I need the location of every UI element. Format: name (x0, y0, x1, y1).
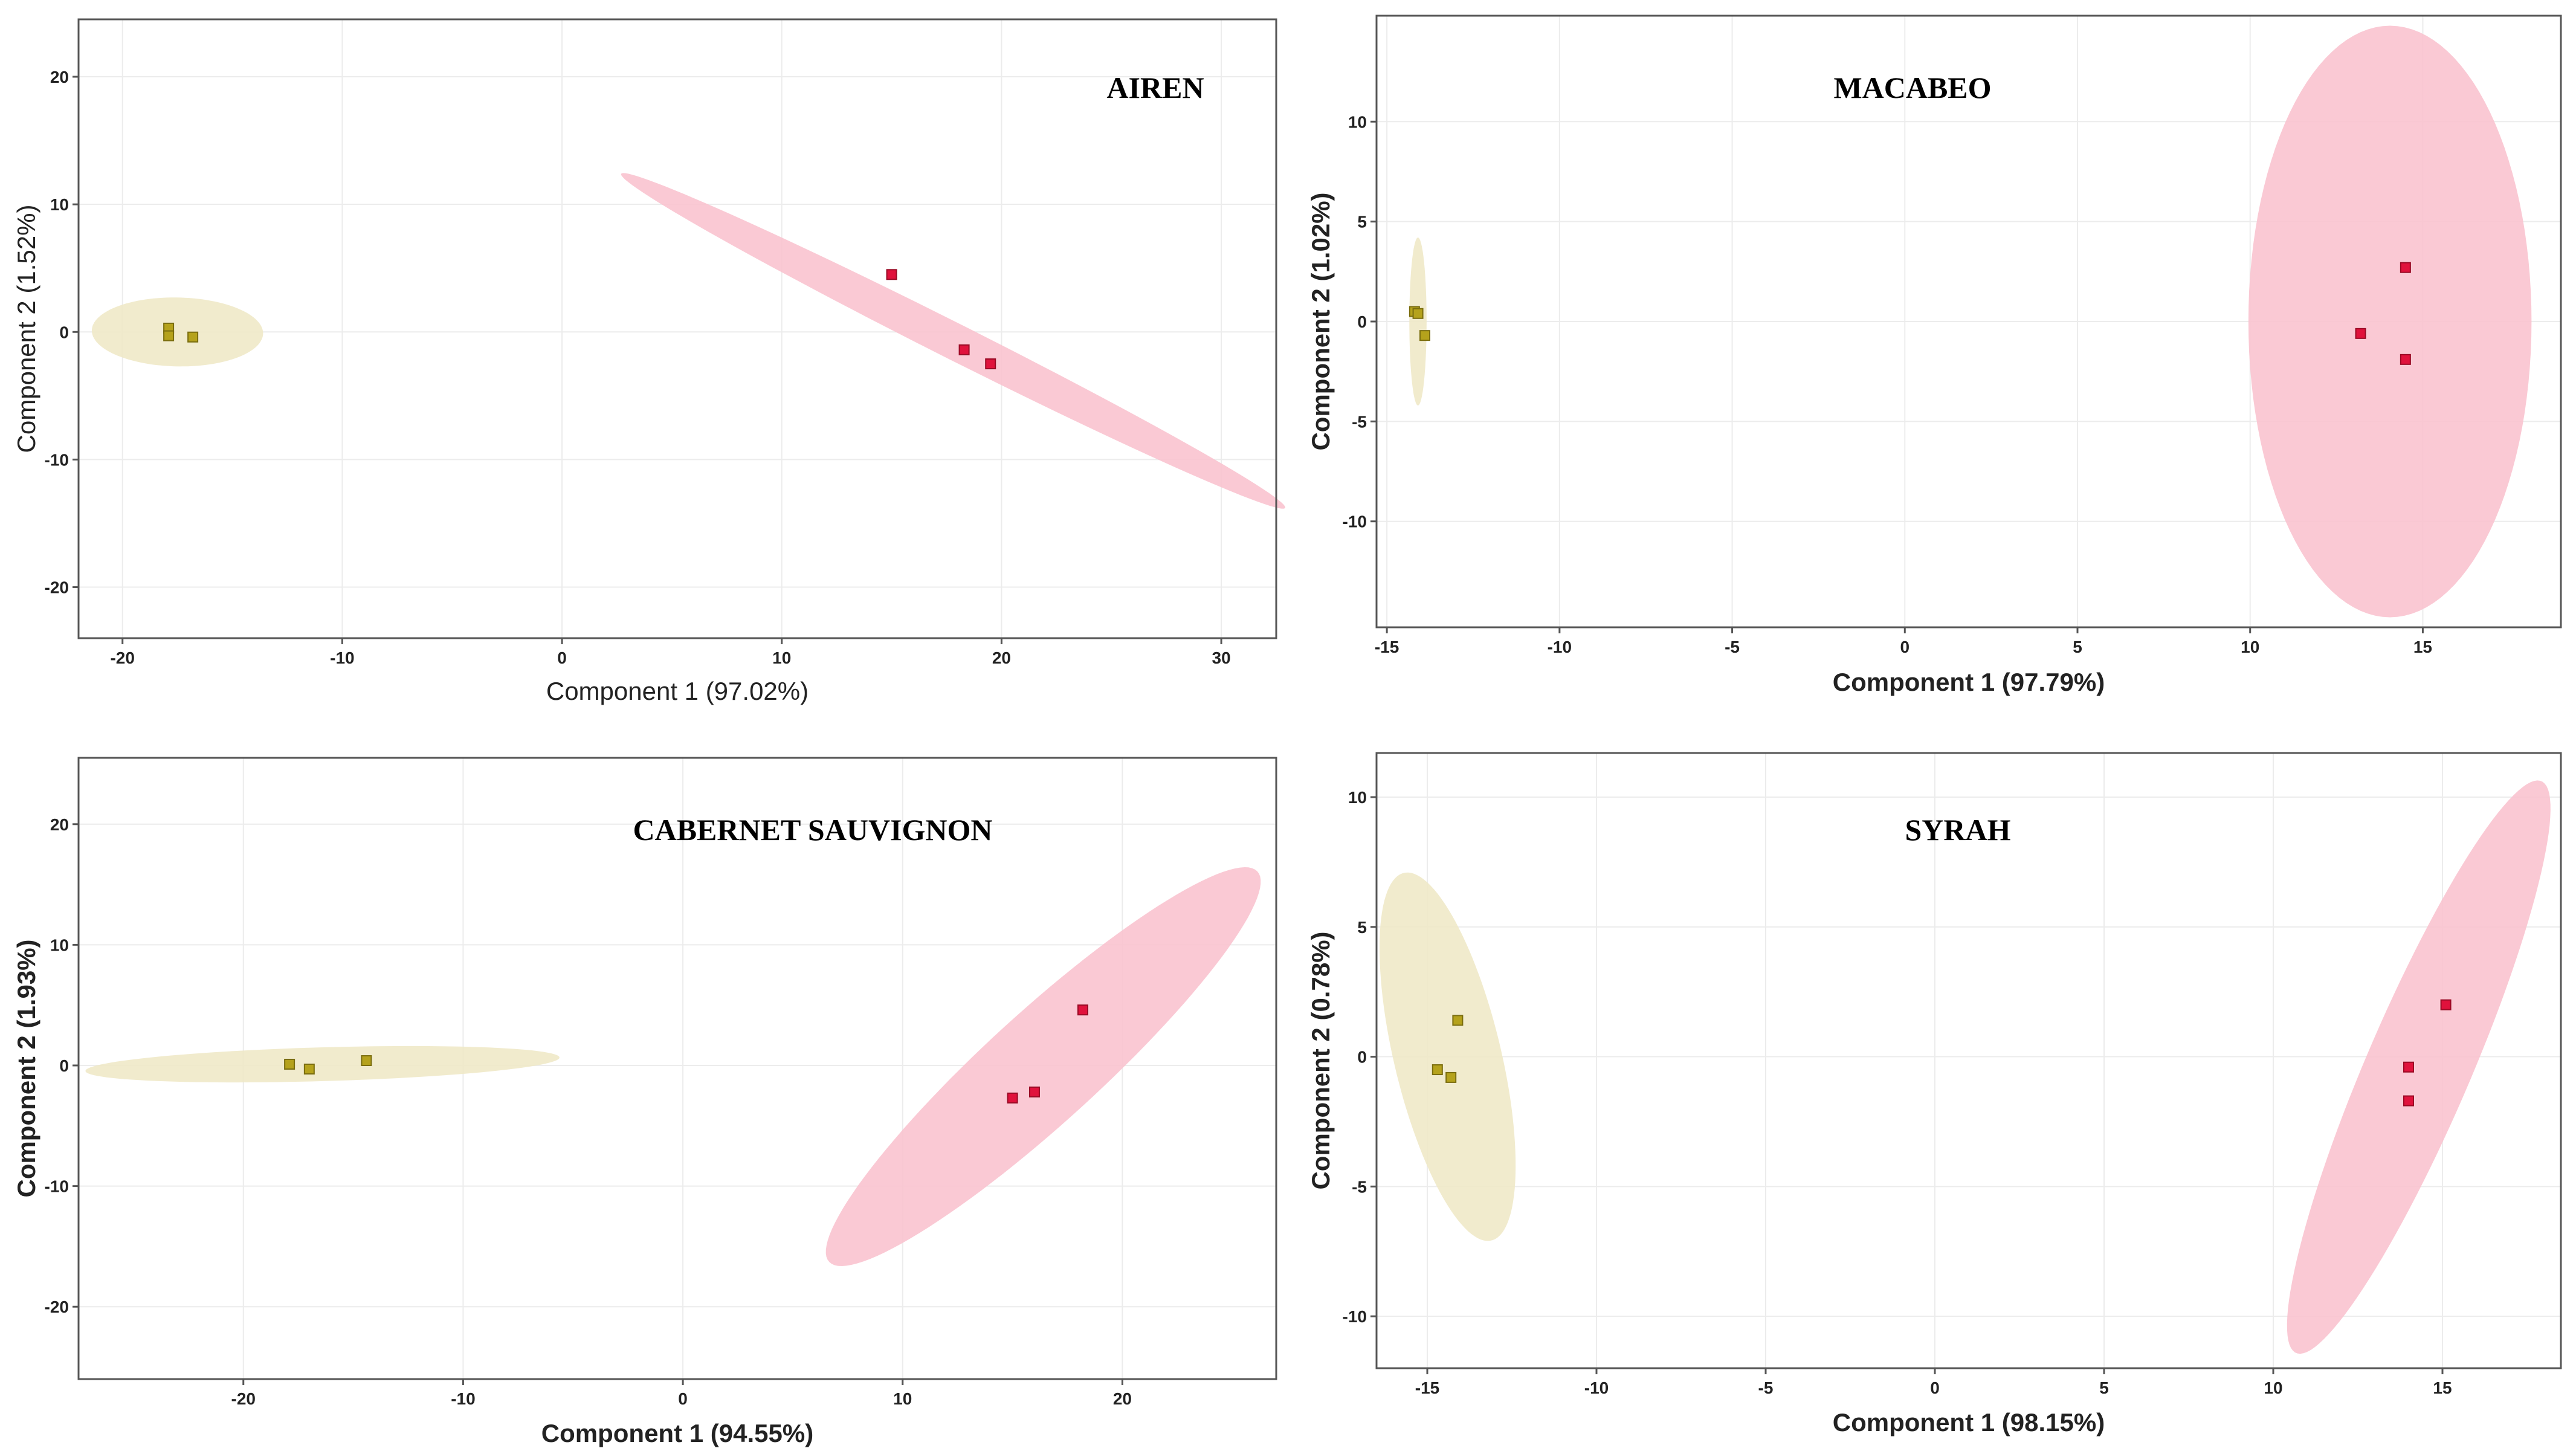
panel-syrah-xlabel: Component 1 (98.15%) (1833, 1408, 2105, 1436)
panel-macabeo-x-tick-label: -15 (1375, 638, 1399, 656)
panel-syrah-x-tick-label: 0 (1930, 1378, 1940, 1397)
panel-syrah-x-tick-label: 15 (2433, 1378, 2452, 1397)
panel-syrah-group-b-confidence-ellipse (2287, 780, 2551, 1354)
panel-airen-group-a-data-point (187, 331, 199, 343)
panel-macabeo: -15 -10 -5 0 5 10 15 -10 -5 0 5 10 MACABEO Componen… (1306, 15, 2562, 696)
panel-macabeo-group-a-data-point (1412, 308, 1424, 319)
panel-syrah-group-a-data-point (1452, 1015, 1464, 1026)
panel-syrah-frame (1375, 752, 2562, 1369)
panel-airen-title: AIREN (1106, 71, 1204, 105)
panel-airen-x-tick-label: 30 (1212, 648, 1231, 667)
panel-syrah-y-tick-label: 0 (1357, 1048, 1367, 1067)
panel-airen-group-b-data-point (985, 358, 996, 370)
panel-syrah-y-tick-label: 5 (1357, 918, 1367, 937)
panel-cabernet-sauvignon-title: CABERNET SAUVIGNON (633, 813, 992, 847)
panel-macabeo-x-tick-label: 5 (2073, 638, 2082, 656)
panel-cabernet-sauvignon-y-tick-label: -10 (45, 1177, 69, 1196)
panel-cabernet-sauvignon-group-a-data-point (361, 1055, 372, 1067)
panel-airen-x-tick-label: -10 (330, 648, 354, 667)
panel-cabernet-sauvignon: -20 -10 0 10 20 -20 -10 0 10 20 CABERNET SAUVIGNO… (12, 757, 1277, 1447)
panel-syrah-group-a-confidence-ellipse (1380, 872, 1516, 1241)
panel-cabernet-sauvignon-x-tick-label: 0 (678, 1389, 688, 1408)
panel-cabernet-sauvignon-y-tick-label: 0 (59, 1056, 69, 1075)
panel-syrah: -15 -10 -5 0 5 10 15 -10 -5 0 5 10 SYRAH Component … (1306, 752, 2562, 1436)
panel-cabernet-sauvignon-xlabel: Component 1 (94.55%) (541, 1419, 813, 1447)
panel-airen-y-tick-label: 20 (50, 68, 69, 86)
panel-macabeo-x-tick-label: -5 (1725, 638, 1740, 656)
panel-cabernet-sauvignon-y-tick-label: 10 (50, 936, 69, 954)
panel-macabeo-y-tick-label: -5 (1352, 412, 1367, 431)
panel-macabeo-group-b-data-point (2400, 354, 2411, 365)
panel-airen-frame (77, 18, 1277, 639)
panel-macabeo-group-b-data-point (2355, 328, 2366, 339)
panel-macabeo-y-tick-label: -10 (1343, 512, 1367, 531)
panel-airen-x-tick-label: 20 (992, 648, 1011, 667)
panel-syrah-x-tick-label: -15 (1415, 1378, 1439, 1397)
panel-macabeo-group-a-confidence-ellipse (1409, 238, 1427, 406)
panel-cabernet-sauvignon-group-b-data-point (1077, 1004, 1088, 1016)
panel-syrah-x-tick-label: -5 (1758, 1378, 1774, 1397)
panel-airen-group-a-confidence-ellipse (91, 297, 263, 367)
panel-airen-x-tick-label: 0 (557, 648, 567, 667)
panel-macabeo-x-tick-label: 0 (1900, 638, 1909, 656)
panel-syrah-x-tick-label: 10 (2264, 1378, 2282, 1397)
panel-cabernet-sauvignon-x-tick-label: 10 (893, 1389, 912, 1408)
panel-cabernet-sauvignon-group-a-data-point (284, 1059, 295, 1070)
panel-syrah-group-b-data-point (2403, 1095, 2414, 1107)
panel-cabernet-sauvignon-ylabel: Component 2 (1.93%) (12, 939, 40, 1197)
panel-syrah-y-tick-label: -10 (1343, 1307, 1367, 1326)
panel-airen-group-b-data-point (886, 269, 897, 280)
panel-syrah-group-b-data-point (2403, 1061, 2414, 1073)
panel-macabeo-title: MACABEO (1833, 71, 1991, 105)
panel-cabernet-sauvignon-group-b-data-point (1007, 1092, 1018, 1104)
panel-cabernet-sauvignon-group-a-data-point (303, 1063, 315, 1075)
panel-airen-group-a-data-point (163, 330, 175, 341)
panel-syrah-group-a-data-point (1432, 1064, 1443, 1076)
panel-syrah-ylabel: Component 2 (0.78%) (1306, 931, 1335, 1189)
panel-macabeo-xlabel: Component 1 (97.79%) (1833, 668, 2105, 696)
panel-airen-group-b-data-point (958, 344, 970, 355)
panel-macabeo-x-tick-label: 15 (2413, 638, 2432, 656)
panel-airen-x-tick-label: 10 (772, 648, 791, 667)
panel-syrah-y-tick-label: -5 (1352, 1177, 1367, 1196)
panel-macabeo-y-tick-label: 10 (1348, 112, 1367, 131)
panel-macabeo-y-tick-label: 5 (1357, 213, 1367, 231)
panel-syrah-y-tick-label: 10 (1348, 788, 1367, 807)
panel-cabernet-sauvignon-y-tick-label: -20 (45, 1297, 69, 1316)
panel-cabernet-sauvignon-frame (77, 757, 1277, 1380)
panel-syrah-x-tick-label: 5 (2099, 1378, 2109, 1397)
panel-cabernet-sauvignon-x-tick-label: 20 (1113, 1389, 1132, 1408)
panel-macabeo-y-tick-label: 0 (1357, 312, 1367, 331)
panel-syrah-group-a-data-point (1445, 1071, 1457, 1083)
panel-syrah-title: SYRAH (1905, 813, 2010, 847)
panel-syrah-x-tick-label: -10 (1584, 1378, 1609, 1397)
panel-airen-x-tick-label: -20 (110, 648, 134, 667)
panel-airen-y-tick-label: 10 (50, 195, 69, 214)
panel-airen-ylabel: Component 2 (1.52%) (12, 205, 40, 453)
panel-syrah-group-b-data-point (2440, 999, 2452, 1010)
panel-airen-y-tick-label: -20 (45, 578, 69, 597)
panel-cabernet-sauvignon-group-a-confidence-ellipse (85, 1045, 560, 1083)
panel-airen: -20 -10 0 10 20 30 -20 -10 0 10 20 AIREN Component… (12, 18, 1286, 705)
panel-cabernet-sauvignon-x-tick-label: -10 (451, 1389, 475, 1408)
panel-macabeo-ylabel: Component 2 (1.02%) (1306, 192, 1335, 450)
panel-airen-y-tick-label: 0 (59, 323, 69, 341)
panel-macabeo-group-a-data-point (1419, 330, 1430, 341)
panel-macabeo-group-b-confidence-ellipse (2248, 25, 2532, 618)
panel-cabernet-sauvignon-group-b-data-point (1028, 1086, 1040, 1097)
panel-airen-y-tick-label: -10 (45, 450, 69, 469)
panel-macabeo-x-tick-label: -10 (1548, 638, 1572, 656)
panel-cabernet-sauvignon-y-tick-label: 20 (50, 815, 69, 834)
panel-airen-group-b-confidence-ellipse (621, 173, 1286, 509)
panel-macabeo-x-tick-label: 10 (2241, 638, 2259, 656)
panel-airen-xlabel: Component 1 (97.02%) (546, 677, 809, 705)
panel-cabernet-sauvignon-x-tick-label: -20 (231, 1389, 256, 1408)
panel-cabernet-sauvignon-group-b-confidence-ellipse (825, 867, 1261, 1266)
panel-macabeo-group-b-data-point (2400, 262, 2411, 273)
